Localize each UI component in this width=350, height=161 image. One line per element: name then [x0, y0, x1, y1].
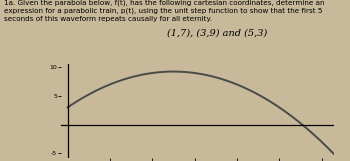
Text: 1a. Given the parabola below, f(t), has the following cartesian coordinates, det: 1a. Given the parabola below, f(t), has …	[4, 0, 324, 22]
Text: (1,7), (3,9) and (5,3): (1,7), (3,9) and (5,3)	[167, 29, 267, 38]
